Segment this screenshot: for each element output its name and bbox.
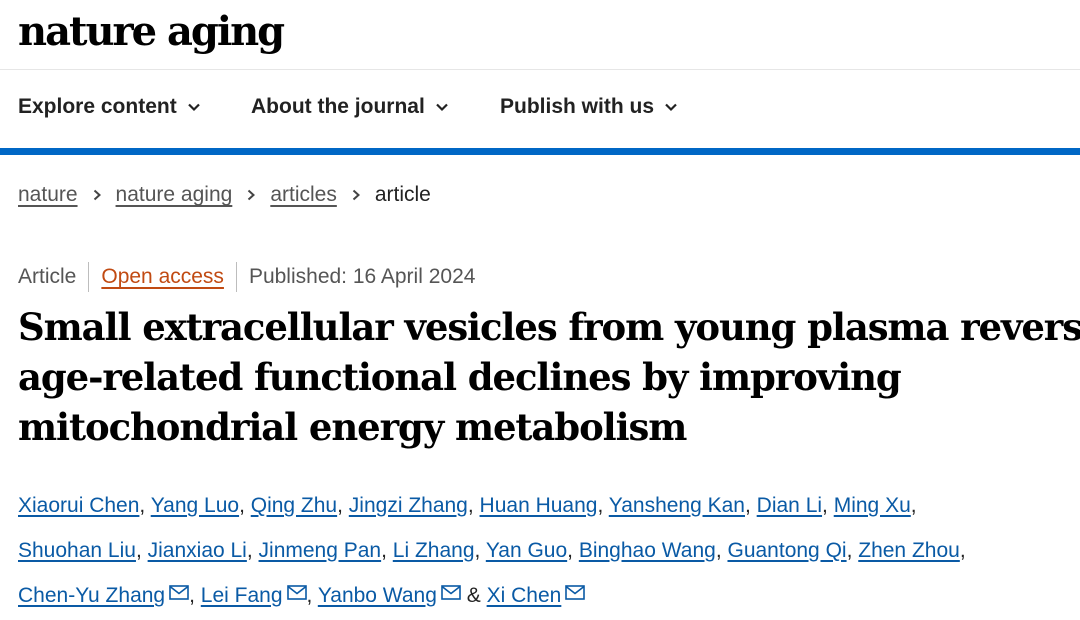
breadcrumb-current: article [374, 183, 431, 206]
author-link[interactable]: Shuohan Liu [18, 539, 136, 562]
author-link[interactable]: Lei Fang [200, 584, 283, 607]
open-access-link[interactable]: Open access [101, 265, 224, 288]
main-nav: Explore content About the journal Publis… [0, 71, 1080, 148]
article-title: Small extracellular vesicles from young … [18, 302, 1080, 452]
chevron-down-icon [665, 103, 677, 112]
nav-about-journal[interactable]: About the journal [251, 95, 449, 119]
author-link[interactable]: Zhen Zhou [858, 539, 960, 562]
chevron-right-icon [93, 189, 101, 201]
nav-item-label: Publish with us [500, 95, 655, 118]
breadcrumb-nature-aging[interactable]: nature aging [115, 183, 233, 206]
nav-divider [0, 148, 1080, 155]
envelope-icon[interactable] [441, 585, 461, 600]
author-line: Shuohan Liu, Jianxiao Li, Jinmeng Pan, L… [18, 539, 966, 562]
chevron-down-icon [436, 103, 448, 112]
nav-item-label: About the journal [251, 95, 425, 118]
author-line: Chen-Yu Zhang, Lei Fang, Yanbo Wang & Xi… [18, 573, 1068, 618]
title-line: Small extracellular vesicles from young … [18, 305, 1080, 349]
author-link[interactable]: Li Zhang [392, 539, 475, 562]
nav-explore-content[interactable]: Explore content [18, 95, 201, 119]
meta-divider [88, 262, 90, 292]
author-link[interactable]: Jinmeng Pan [258, 539, 382, 562]
envelope-icon[interactable] [169, 585, 189, 600]
author-link[interactable]: Jianxiao Li [147, 539, 247, 562]
author-link[interactable]: Qing Zhu [250, 494, 338, 517]
nav-publish-with-us[interactable]: Publish with us [500, 95, 678, 119]
envelope-icon[interactable] [565, 585, 586, 600]
author-link[interactable]: Guantong Qi [727, 539, 847, 562]
chevron-right-icon [352, 189, 360, 201]
breadcrumb-articles[interactable]: articles [270, 183, 337, 206]
author-link[interactable]: Huan Huang [479, 494, 598, 517]
meta-divider [235, 262, 237, 292]
nav-item-label: Explore content [18, 95, 177, 118]
author-link[interactable]: Ming Xu [833, 494, 911, 517]
author-link[interactable]: Jingzi Zhang [348, 494, 468, 517]
chevron-right-icon [248, 189, 256, 201]
author-link[interactable]: Binghao Wang [578, 539, 716, 562]
article-type: Article [18, 265, 77, 288]
envelope-icon[interactable] [286, 585, 307, 600]
author-link[interactable]: Xiaorui Chen [18, 494, 140, 517]
breadcrumb-nature[interactable]: nature [18, 183, 78, 206]
author-link[interactable]: Xi Chen [486, 584, 562, 607]
author-conjunction: & [466, 584, 481, 607]
masthead: nature aging [0, 0, 1080, 70]
article-meta: Article Open access Published: 16 April … [18, 262, 475, 292]
title-line: mitochondrial energy metabolism [18, 405, 687, 449]
title-line: age-related functional declines by impro… [18, 355, 902, 399]
author-link[interactable]: Yang Luo [150, 494, 240, 517]
author-link[interactable]: Yan Guo [485, 539, 568, 562]
author-list: Xiaorui Chen, Yang Luo, Qing Zhu, Jingzi… [18, 483, 1068, 618]
author-link[interactable]: Chen-Yu Zhang [18, 584, 166, 607]
author-link[interactable]: Yanbo Wang [317, 584, 437, 607]
published-date: Published: 16 April 2024 [248, 265, 476, 288]
chevron-down-icon [187, 103, 200, 112]
author-link[interactable]: Dian Li [756, 494, 823, 517]
breadcrumb: nature nature aging articles article [18, 183, 431, 207]
author-link[interactable]: Yansheng Kan [608, 494, 745, 517]
author-line: Xiaorui Chen, Yang Luo, Qing Zhu, Jingzi… [18, 494, 917, 517]
journal-logo[interactable]: nature aging [18, 8, 285, 55]
